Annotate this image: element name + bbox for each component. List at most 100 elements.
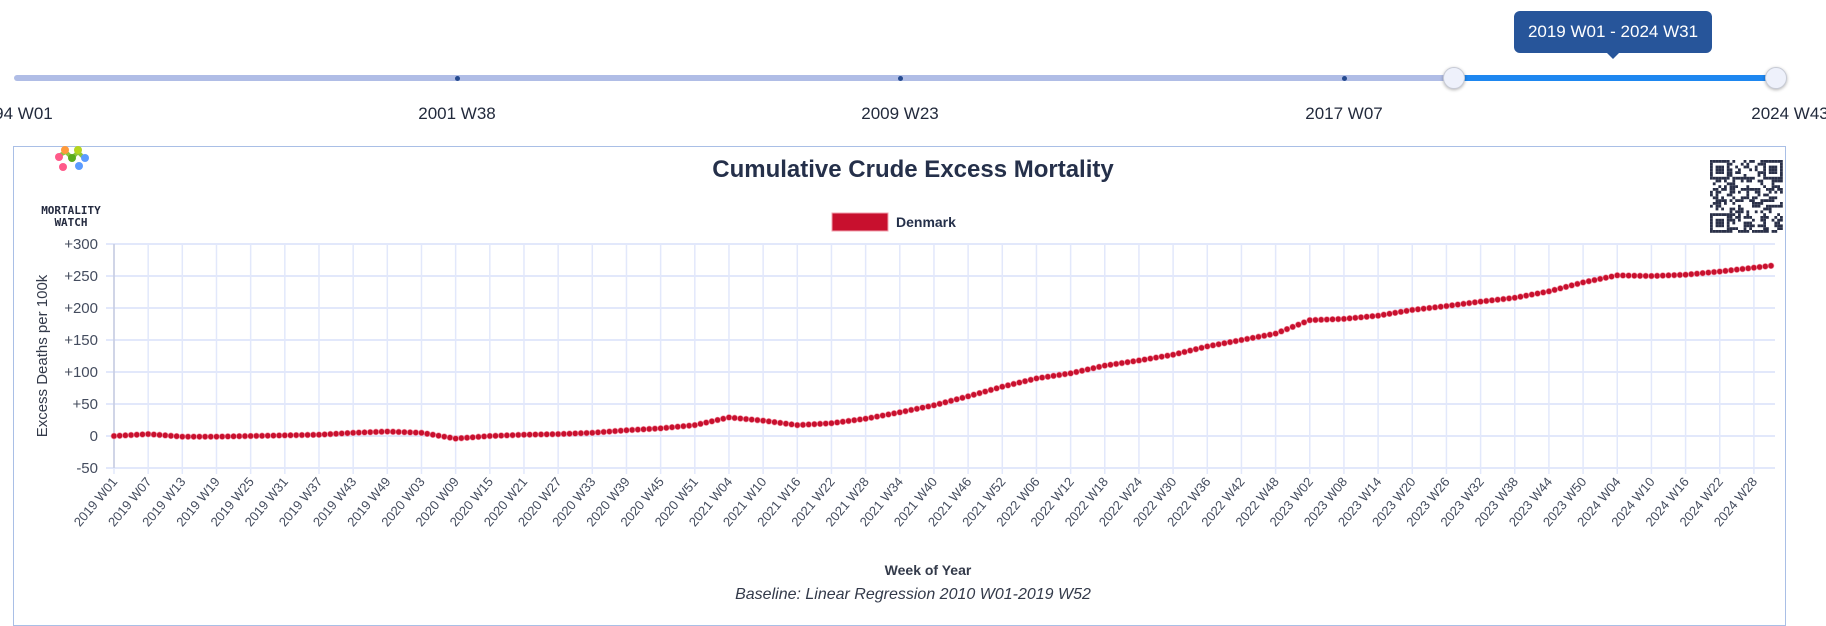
data-point[interactable] [247,432,254,440]
data-point[interactable] [1209,342,1217,349]
data-point[interactable] [1710,268,1718,276]
legend-label-denmark[interactable]: Denmark [896,214,956,230]
data-point[interactable] [1596,275,1604,283]
data-point[interactable] [1067,369,1074,377]
data-point[interactable] [1534,290,1541,297]
data-point[interactable] [1568,282,1576,289]
data-point[interactable] [446,434,454,441]
data-point[interactable] [1756,263,1763,271]
data-point[interactable] [275,432,283,439]
data-point[interactable] [452,435,459,442]
range-start-handle[interactable] [1443,67,1465,89]
data-point[interactable] [463,434,471,442]
data-point[interactable] [964,393,972,400]
data-point[interactable] [668,423,676,431]
data-point[interactable] [811,420,818,428]
data-point[interactable] [1591,276,1598,284]
data-point[interactable] [1448,302,1456,309]
data-point[interactable] [190,433,198,440]
data-point[interactable] [765,418,773,425]
data-point[interactable] [1722,267,1729,275]
data-point[interactable] [435,432,442,439]
data-point[interactable] [1147,355,1154,362]
data-point[interactable] [879,412,887,419]
data-point[interactable] [492,432,499,440]
data-point[interactable] [1739,265,1746,273]
data-point[interactable] [1010,380,1017,388]
data-point[interactable] [771,418,778,426]
data-point[interactable] [1346,315,1353,322]
data-point[interactable] [702,419,710,426]
data-point[interactable] [1203,343,1211,350]
data-point[interactable] [606,428,613,435]
data-point[interactable] [520,431,528,439]
data-point[interactable] [230,433,237,440]
data-point[interactable] [748,416,756,423]
data-point[interactable] [1278,328,1285,335]
data-point[interactable] [1545,288,1553,295]
data-point[interactable] [640,425,647,433]
data-point[interactable] [549,430,556,438]
data-point[interactable] [1528,291,1536,298]
data-point[interactable] [366,428,374,436]
data-point[interactable] [1431,304,1439,311]
data-point[interactable] [1283,325,1291,333]
data-point[interactable] [344,429,351,437]
data-point[interactable] [1437,303,1445,311]
data-point[interactable] [890,410,898,417]
data-point[interactable] [788,421,795,428]
data-point[interactable] [1665,272,1672,279]
data-point[interactable] [349,429,357,437]
data-point[interactable] [1477,298,1484,305]
data-point[interactable] [1517,293,1524,300]
data-point[interactable] [133,431,141,439]
data-point[interactable] [953,396,961,403]
data-point[interactable] [1095,363,1103,371]
data-point[interactable] [1613,272,1621,279]
data-point[interactable] [139,431,146,438]
data-point[interactable] [776,419,784,427]
data-point[interactable] [1619,272,1627,279]
data-point[interactable] [1403,307,1410,315]
data-point[interactable] [725,414,733,421]
data-point[interactable] [1551,286,1558,294]
data-point[interactable] [1107,361,1114,369]
data-point[interactable] [1317,316,1325,324]
data-point[interactable] [1112,360,1120,368]
data-point[interactable] [1295,321,1302,328]
data-point[interactable] [828,419,835,427]
data-point[interactable] [691,421,699,429]
data-point[interactable] [1602,274,1610,282]
data-point[interactable] [913,405,921,413]
data-point[interactable] [1767,262,1775,270]
data-point[interactable] [1363,313,1371,321]
data-point[interactable] [1676,271,1684,279]
data-point[interactable] [1562,283,1570,291]
data-point[interactable] [480,433,488,440]
data-point[interactable] [1357,313,1365,321]
data-point[interactable] [1078,367,1086,375]
data-point[interactable] [1733,266,1741,273]
data-point[interactable] [292,431,300,439]
data-point[interactable] [116,432,123,439]
data-point[interactable] [287,431,294,439]
data-point[interactable] [150,431,158,438]
data-point[interactable] [571,430,579,437]
data-point[interactable] [1232,337,1240,345]
data-point[interactable] [589,429,596,437]
data-point[interactable] [731,414,738,422]
data-point[interactable] [577,429,585,437]
data-point[interactable] [1682,271,1689,279]
data-point[interactable] [241,432,249,440]
data-point[interactable] [1426,304,1433,312]
data-point[interactable] [1061,370,1069,378]
data-point[interactable] [1750,264,1758,271]
data-point[interactable] [1016,379,1023,386]
data-point[interactable] [645,425,653,433]
data-point[interactable] [1215,340,1222,348]
data-point[interactable] [554,430,562,438]
data-point[interactable] [395,428,403,436]
data-point[interactable] [628,426,636,434]
data-point[interactable] [856,416,864,423]
data-point[interactable] [987,386,995,394]
